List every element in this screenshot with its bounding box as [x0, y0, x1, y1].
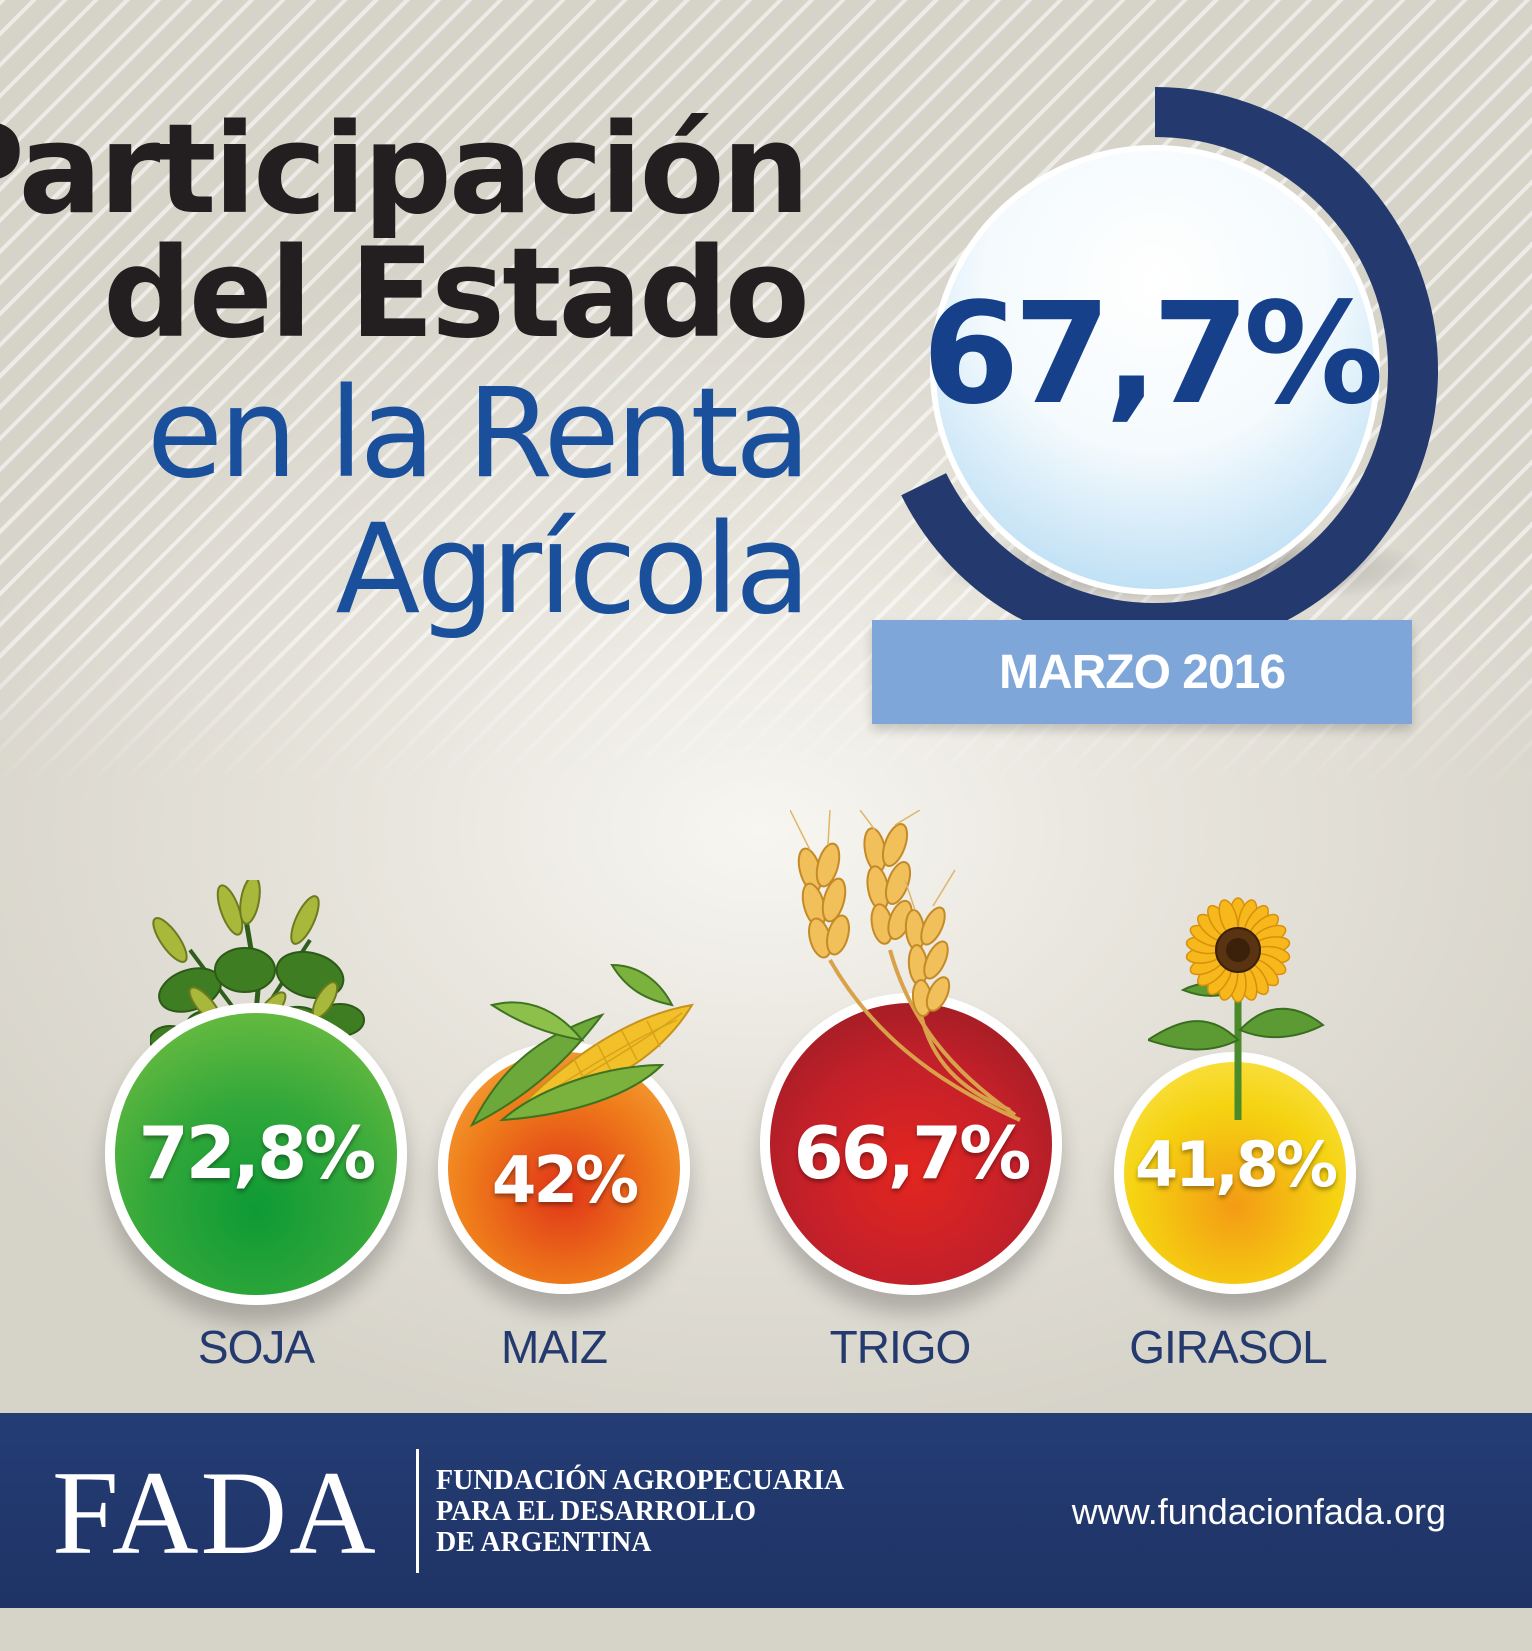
crop-label-girasol: GIRASOL	[1129, 1321, 1328, 1373]
sunflower-icon	[1148, 897, 1325, 1120]
crop-circle-soja: 72,8%	[105, 1003, 407, 1305]
footer-bar: FADA FUNDACIÓN AGROPECUARIA PARA EL DESA…	[0, 1413, 1532, 1608]
website-link[interactable]: www.fundacionfada.org	[1071, 1491, 1446, 1532]
crop-value-maiz: 42%	[491, 1144, 639, 1218]
fada-logo: FADA	[52, 1446, 378, 1579]
date-badge: MARZO 2016	[872, 620, 1412, 724]
crop-label-trigo: TRIGO	[829, 1321, 972, 1373]
gauge-progress-ring	[901, 87, 1438, 630]
main-gauge	[901, 87, 1438, 630]
org-line-2: PARA EL DESARROLLO	[436, 1496, 756, 1527]
title-line-2: del Estado	[103, 222, 810, 366]
org-line-3: DE ARGENTINA	[436, 1527, 652, 1558]
crop-value-trigo: 66,7%	[793, 1111, 1032, 1195]
organization-name: FUNDACIÓN AGROPECUARIA PARA EL DESARROLL…	[436, 1465, 844, 1558]
crop-label-maiz: MAIZ	[501, 1321, 608, 1373]
crop-label-soja: SOJA	[197, 1321, 315, 1373]
crop-value-soja: 72,8%	[138, 1111, 377, 1195]
crop-value-girasol: 41,8%	[1134, 1128, 1338, 1201]
corn-cob-icon	[469, 963, 694, 1128]
org-line-1: FUNDACIÓN AGROPECUARIA	[436, 1465, 845, 1496]
title-line-1: Participación	[0, 98, 810, 242]
title-line-4: Agrícola	[335, 498, 811, 642]
main-percentage: 67,7%	[922, 273, 1384, 436]
footer-divider	[416, 1449, 419, 1573]
wheat-ears-icon	[790, 810, 1021, 1122]
gauge-center-circle	[930, 145, 1380, 595]
title-line-3: en la Renta	[146, 362, 811, 506]
crop-circle-trigo: 66,7%	[760, 993, 1062, 1295]
